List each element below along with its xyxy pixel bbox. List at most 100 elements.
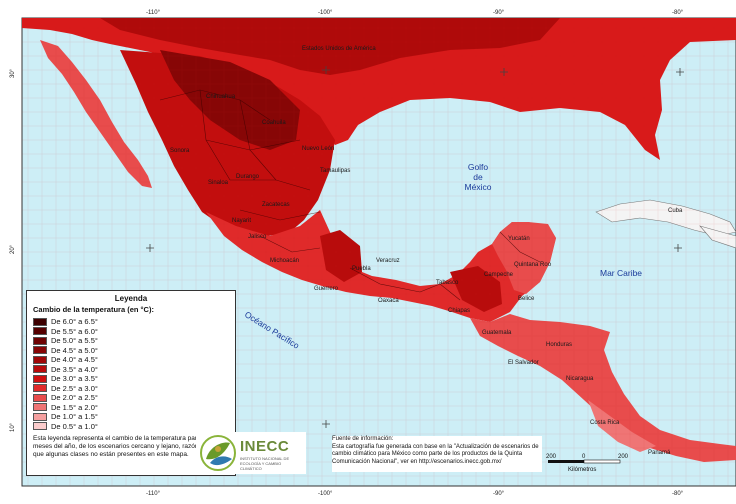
legend-row: De 4.0° a 4.5°	[33, 355, 229, 365]
legend-label: De 1.0° a 1.5°	[51, 412, 98, 422]
lon-label-top-80: -80°	[672, 10, 684, 16]
label-state-veracruz: Veracruz	[376, 258, 400, 264]
legend-title: Leyenda	[114, 294, 148, 303]
legend-row: De 6.0° a 6.5°	[33, 317, 229, 327]
label-state-sinaloa: Sinaloa	[208, 180, 229, 186]
legend-swatch	[33, 355, 47, 364]
legend-swatch	[33, 374, 47, 383]
legend-swatch	[33, 336, 47, 345]
label-gulf-line2: de	[473, 172, 483, 182]
scale-segment-right	[583, 459, 621, 464]
source-heading: Fuente de información:	[332, 436, 394, 442]
legend-row: De 3.5° a 4.0°	[33, 365, 229, 375]
lon-label-bottom-100: -100°	[318, 491, 333, 497]
label-guatemala: Guatemala	[482, 330, 512, 336]
label-state-sonora: Sonora	[170, 148, 190, 154]
legend-label: De 6.0° a 6.5°	[51, 317, 98, 327]
lon-label-bottom-80: -80°	[672, 491, 684, 497]
legend-label: De 4.5° a 5.0°	[51, 345, 98, 355]
legend-swatch	[33, 365, 47, 374]
label-caribbean: Mar Caribe	[600, 268, 642, 278]
label-gulf-line3: México	[465, 182, 492, 192]
legend-label: De 2.0° a 2.5°	[51, 393, 98, 403]
label-state-jalisco: Jalisco	[248, 234, 267, 240]
label-panama: Panamá	[648, 450, 671, 456]
legend-swatch	[33, 384, 47, 393]
label-state-nuevo-leon: Nuevo León	[302, 146, 334, 152]
inecc-logo: INECC INSTITUTO NACIONAL DE ECOLOGÍA Y C…	[196, 432, 306, 474]
lat-label-20: 20°	[10, 244, 16, 254]
legend-row: De 1.0° a 1.5°	[33, 412, 229, 422]
legend-label: De 3.5° a 4.0°	[51, 364, 98, 374]
logo-subtitle: INSTITUTO NACIONAL DE ECOLOGÍA Y CAMBIO …	[240, 456, 290, 471]
lon-label-top-90: -90°	[493, 10, 505, 16]
label-state-chihuahua: Chihuahua	[206, 94, 236, 100]
leaf-logo-icon	[200, 435, 236, 471]
label-nicaragua: Nicaragua	[566, 376, 594, 382]
legend-row: De 2.5° a 3.0°	[33, 384, 229, 394]
label-belize: Belice	[518, 296, 535, 302]
lon-label-top-110: -110°	[146, 10, 161, 16]
label-costa-rica: Costa Rica	[590, 420, 620, 426]
legend-label: De 4.0° a 4.5°	[51, 355, 98, 365]
legend-row: De 5.5° a 6.0°	[33, 327, 229, 337]
legend-label: De 5.0° a 5.5°	[51, 336, 98, 346]
legend-row: De 4.5° a 5.0°	[33, 346, 229, 356]
legend-row: De 5.0° a 5.5°	[33, 336, 229, 346]
legend-label: De 5.5° a 6.0°	[51, 326, 98, 336]
label-state-chiapas: Chiapas	[448, 308, 470, 314]
label-state-zacatecas: Zacatecas	[262, 202, 290, 208]
legend-swatch	[33, 317, 47, 326]
source-info: Fuente de información: Esta cartografía …	[332, 436, 542, 472]
graticule-marks	[146, 66, 684, 428]
label-state-guerrero: Guerrero	[314, 286, 339, 292]
label-honduras: Honduras	[546, 342, 572, 348]
scale-unit-label: Kilómetros	[568, 467, 596, 473]
scale-mid-label: 0	[582, 454, 586, 460]
legend-label: De 3.0° a 3.5°	[51, 374, 98, 384]
label-state-yucatan: Yucatán	[508, 236, 530, 242]
logo-text: INECC	[240, 438, 290, 455]
label-state-michoacan: Michoacán	[270, 258, 299, 264]
label-state-coahuila: Coahuila	[262, 120, 286, 126]
legend-swatch	[33, 393, 47, 402]
legend-label: De 2.5° a 3.0°	[51, 383, 98, 393]
legend-items: De 6.0° a 6.5° De 5.5° a 6.0° De 5.0° a 5.…	[33, 317, 229, 431]
label-cuba: Cuba	[668, 208, 683, 214]
lat-label-30: 30°	[10, 68, 16, 78]
label-el-salvador: El Salvador	[508, 360, 539, 366]
scale-segment-left	[548, 460, 584, 463]
legend-row: De 1.5° a 2.0°	[33, 403, 229, 413]
label-state-quintana-roo: Quintana Roo	[514, 262, 552, 268]
lon-label-bottom-90: -90°	[493, 491, 505, 497]
lon-label-top-100: -100°	[318, 10, 333, 16]
label-state-tamaulipas: Tamaulipas	[320, 168, 350, 174]
legend-swatch	[33, 422, 47, 431]
legend-swatch	[33, 412, 47, 421]
legend-subtitle: Cambio de la temperatura (en °C):	[33, 305, 154, 314]
label-state-oaxaca: Oaxaca	[378, 298, 399, 304]
scale-left-label: 200	[546, 454, 557, 460]
legend-swatch	[33, 346, 47, 355]
label-state-durango: Durango	[236, 174, 260, 180]
legend-swatch	[33, 327, 47, 336]
label-usa: Estados Unidos de América	[302, 46, 376, 52]
legend-label: De 1.5° a 2.0°	[51, 402, 98, 412]
label-state-puebla: Puebla	[352, 266, 371, 272]
legend-label: De 0.5° a 1.0°	[51, 421, 98, 431]
scale-bar: 200 0 200 Kilómetros	[546, 454, 628, 473]
state-borders	[159, 89, 541, 301]
label-state-tabasco: Tabasco	[436, 280, 459, 286]
lat-label-10: 10°	[10, 422, 16, 432]
lon-label-bottom-110: -110°	[146, 491, 161, 497]
legend-row: De 2.0° a 2.5°	[33, 393, 229, 403]
legend-note: Esta leyenda representa el cambio de la …	[33, 435, 220, 458]
legend-swatch	[33, 403, 47, 412]
source-text: Esta cartografía fue generada con base e…	[332, 443, 539, 465]
scale-right-label: 200	[618, 454, 628, 460]
label-gulf-line1: Golfo	[468, 162, 489, 172]
label-state-nayarit: Nayarit	[232, 218, 251, 224]
label-state-campeche: Campeche	[484, 272, 514, 278]
legend-row: De 3.0° a 3.5°	[33, 374, 229, 384]
